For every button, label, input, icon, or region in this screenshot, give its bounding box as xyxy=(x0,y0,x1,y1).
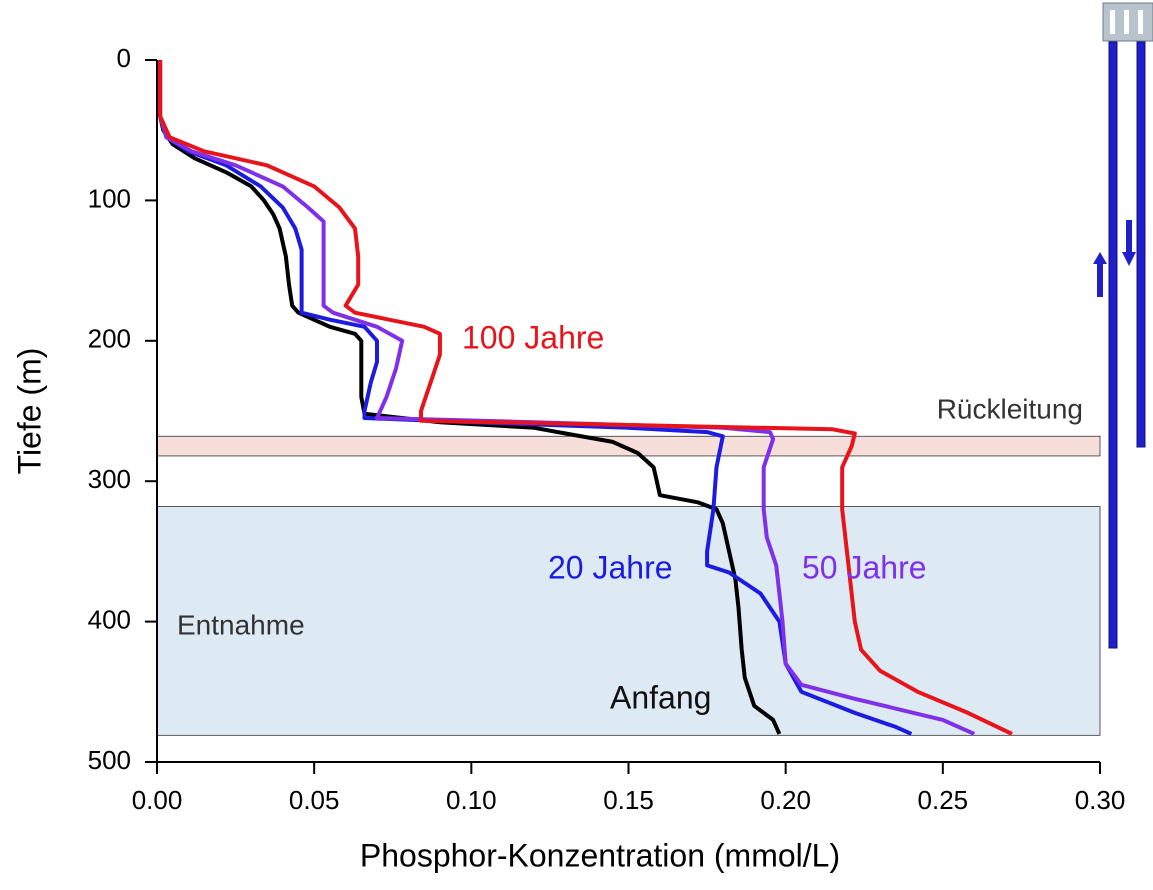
series-line xyxy=(158,60,913,736)
band-label: Rückleitung xyxy=(937,393,1083,424)
y-tick-label: 0 xyxy=(117,43,131,73)
y-axis-title: Tiefe (m) xyxy=(11,348,47,475)
pipe-head-slot xyxy=(1138,10,1143,34)
series-label: 20 Jahre xyxy=(548,549,673,585)
x-tick-label: 0.05 xyxy=(289,785,340,815)
pipe xyxy=(1136,41,1146,448)
lines xyxy=(158,60,1013,736)
arrow-up-head xyxy=(1093,252,1107,264)
band xyxy=(156,506,1101,736)
y-tick-label: 100 xyxy=(88,183,131,213)
series-label: Anfang xyxy=(610,679,711,715)
series-line xyxy=(158,60,1013,736)
series-label: 100 Jahre xyxy=(462,319,604,355)
band xyxy=(156,435,1101,457)
arrow-down-head xyxy=(1122,252,1136,266)
y-tick-label: 200 xyxy=(88,324,131,354)
pipe-head-slot xyxy=(1110,10,1115,34)
x-tick-label: 0.15 xyxy=(603,785,654,815)
x-tick-label: 0.30 xyxy=(1075,785,1126,815)
band-label: Entnahme xyxy=(177,609,305,640)
series-label: 50 Jahre xyxy=(802,549,927,585)
pipe xyxy=(1108,41,1118,649)
bands xyxy=(156,435,1101,736)
pipe-illustration xyxy=(1093,2,1153,649)
pipe-head-slot xyxy=(1124,10,1129,34)
x-tick-label: 0.25 xyxy=(918,785,969,815)
y-tick-label: 300 xyxy=(88,464,131,494)
x-tick-label: 0.10 xyxy=(446,785,497,815)
x-axis-title: Phosphor-Konzentration (mmol/L) xyxy=(360,837,840,873)
arrow-up xyxy=(1097,262,1103,297)
y-tick-label: 400 xyxy=(88,604,131,634)
x-tick-label: 0.00 xyxy=(132,785,183,815)
series-line xyxy=(158,60,976,736)
arrow-down xyxy=(1126,220,1132,254)
y-tick-label: 500 xyxy=(88,745,131,775)
x-tick-label: 0.20 xyxy=(760,785,811,815)
